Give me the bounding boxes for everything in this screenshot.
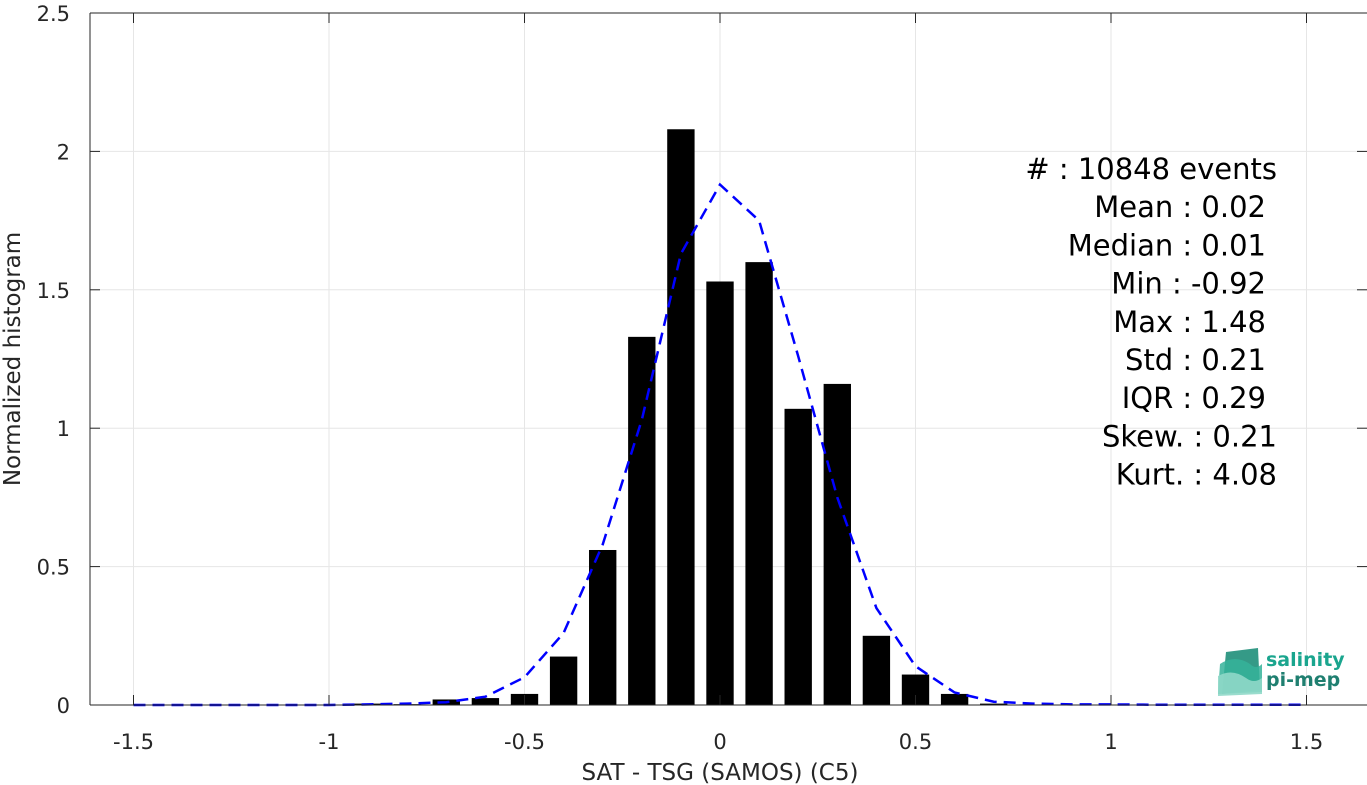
stats-line: Skew. : 0.21 bbox=[1102, 419, 1277, 453]
histogram-bar bbox=[549, 656, 578, 705]
stats-line: Mean : 0.02 bbox=[1094, 190, 1266, 224]
logo-line1: salinity bbox=[1266, 649, 1345, 671]
y-tick-label: 1.5 bbox=[37, 279, 70, 303]
y-tick-label: 2.5 bbox=[37, 2, 70, 26]
salinity-pi-mep-logo: salinity pi-mep bbox=[1218, 648, 1345, 696]
histogram-bar bbox=[980, 703, 1008, 705]
histogram-bar bbox=[940, 693, 969, 705]
stats-line: Kurt. : 4.08 bbox=[1116, 458, 1277, 492]
x-tick-labels: -1.5 -1 -0.5 0 0.5 1 1.5 bbox=[113, 730, 1323, 754]
x-tick-label: 1.5 bbox=[1290, 730, 1323, 754]
x-tick-label: -1.5 bbox=[113, 730, 154, 754]
y-tick-label: 0 bbox=[57, 694, 70, 718]
x-tick-label: -0.5 bbox=[504, 730, 545, 754]
y-tick-label: 1 bbox=[57, 417, 70, 441]
logo-line2: pi-mep bbox=[1266, 669, 1340, 691]
x-tick-label: 1 bbox=[1104, 730, 1117, 754]
histogram-bars bbox=[354, 129, 1321, 706]
histogram-bar bbox=[706, 281, 734, 705]
histogram-bar bbox=[667, 129, 695, 706]
y-axis-title: Normalized histogram bbox=[0, 232, 26, 486]
stats-line: # : 10848 events bbox=[1025, 152, 1277, 186]
y-tick-labels: 0 0.5 1 1.5 2 2.5 bbox=[37, 2, 70, 718]
x-axis-title: SAT - TSG (SAMOS) (C5) bbox=[582, 760, 859, 785]
histogram-bar bbox=[862, 635, 891, 705]
histogram-bar bbox=[745, 262, 773, 705]
stats-line: IQR : 0.29 bbox=[1122, 381, 1266, 415]
stats-line: Max : 1.48 bbox=[1113, 305, 1266, 339]
histogram-bar bbox=[589, 549, 617, 705]
wave-logo-icon bbox=[1218, 648, 1262, 696]
histogram-bar bbox=[471, 698, 500, 705]
y-tick-label: 0.5 bbox=[37, 556, 70, 580]
stats-line: Std : 0.21 bbox=[1125, 343, 1266, 377]
histogram-bar bbox=[628, 336, 656, 705]
x-tick-label: 0.5 bbox=[899, 730, 932, 754]
stats-line: Median : 0.01 bbox=[1068, 228, 1266, 262]
histogram-bar bbox=[823, 383, 851, 705]
x-tick-label: 0 bbox=[713, 730, 726, 754]
stats-box: # : 10848 events Mean : 0.02 Median : 0.01… bbox=[1025, 152, 1277, 492]
histogram-bar bbox=[784, 408, 812, 705]
stats-line: Min : -0.92 bbox=[1111, 267, 1266, 301]
y-tick-label: 2 bbox=[57, 140, 70, 164]
axes bbox=[89, 12, 1367, 706]
x-tick-label: -1 bbox=[319, 730, 340, 754]
